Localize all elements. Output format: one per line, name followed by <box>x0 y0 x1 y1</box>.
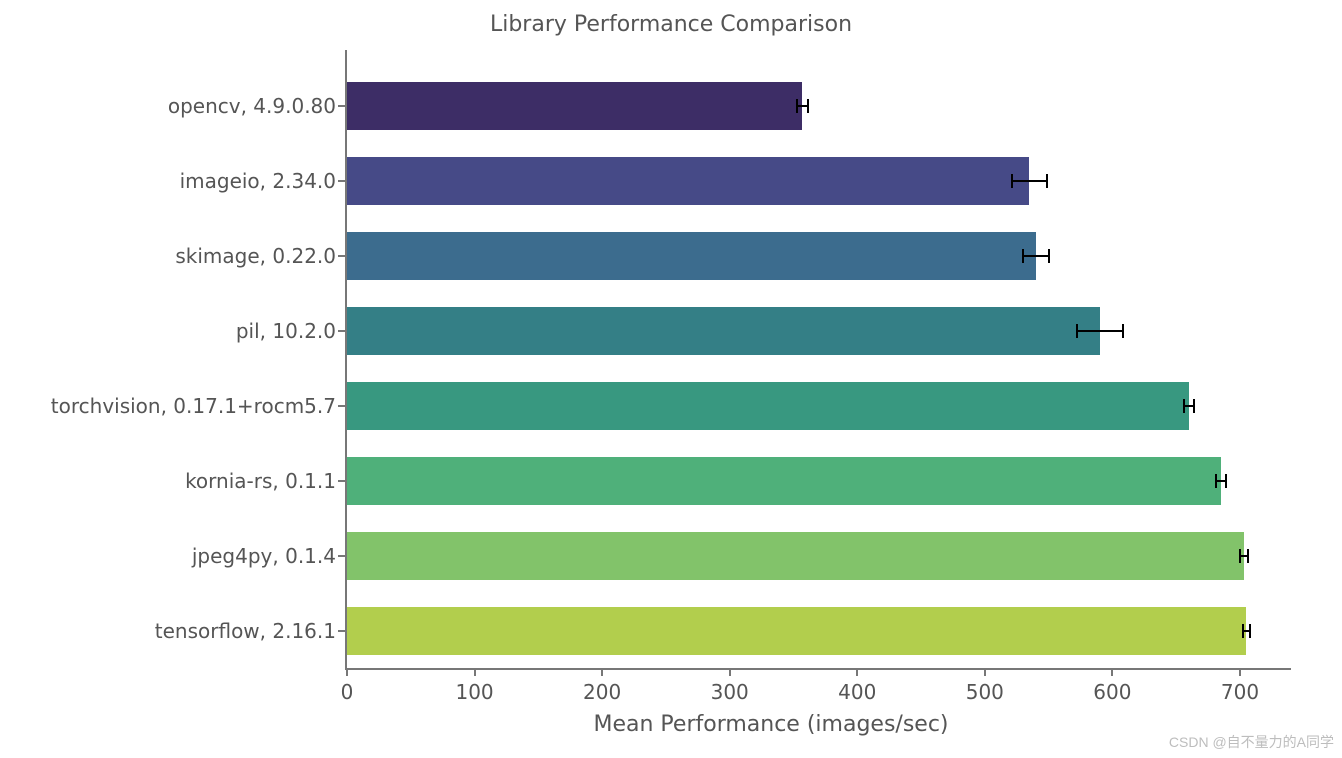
y-tick <box>338 405 346 407</box>
error-cap <box>1076 324 1078 338</box>
error-cap <box>796 99 798 113</box>
error-bar <box>1012 180 1048 182</box>
x-tick <box>984 668 986 676</box>
x-tick-label: 500 <box>966 680 1004 704</box>
error-cap <box>1249 624 1251 638</box>
performance-chart: Library Performance Comparison 0 100 200 30… <box>0 0 1342 758</box>
error-cap <box>1022 249 1024 263</box>
error-cap <box>1215 474 1217 488</box>
y-tick-label: opencv, 4.9.0.80 <box>168 94 336 118</box>
y-tick <box>338 330 346 332</box>
x-tick <box>856 668 858 676</box>
y-tick <box>338 480 346 482</box>
y-tick-label: torchvision, 0.17.1+rocm5.7 <box>51 394 336 418</box>
bar <box>347 157 1029 205</box>
x-tick <box>474 668 476 676</box>
y-tick-label: imageio, 2.34.0 <box>180 169 336 193</box>
chart-title: Library Performance Comparison <box>0 12 1342 37</box>
plot-area <box>347 50 1291 668</box>
error-cap <box>1242 624 1244 638</box>
x-axis-line <box>347 668 1291 670</box>
x-tick-label: 600 <box>1093 680 1131 704</box>
bar <box>347 382 1189 430</box>
error-bar <box>1023 255 1049 257</box>
bar <box>347 307 1100 355</box>
y-tick-label: jpeg4py, 0.1.4 <box>192 544 336 568</box>
y-tick <box>338 105 346 107</box>
error-cap <box>1183 399 1185 413</box>
bar <box>347 82 802 130</box>
error-cap <box>1225 474 1227 488</box>
error-cap <box>1046 174 1048 188</box>
error-cap <box>1122 324 1124 338</box>
y-tick-label: skimage, 0.22.0 <box>175 244 336 268</box>
error-cap <box>1239 549 1241 563</box>
y-tick <box>338 630 346 632</box>
x-tick <box>346 668 348 676</box>
y-tick-label: pil, 10.2.0 <box>236 319 336 343</box>
bar <box>347 532 1244 580</box>
error-cap <box>1011 174 1013 188</box>
x-tick-label: 0 <box>341 680 354 704</box>
bar <box>347 457 1221 505</box>
error-cap <box>1193 399 1195 413</box>
bar <box>347 607 1246 655</box>
error-cap <box>1048 249 1050 263</box>
y-tick <box>338 255 346 257</box>
x-tick <box>1239 668 1241 676</box>
x-tick-label: 200 <box>583 680 621 704</box>
x-tick-label: 400 <box>838 680 876 704</box>
y-tick-label: kornia-rs, 0.1.1 <box>185 469 336 493</box>
x-tick-label: 700 <box>1221 680 1259 704</box>
x-tick <box>1111 668 1113 676</box>
x-tick-label: 300 <box>711 680 749 704</box>
x-tick-label: 100 <box>455 680 493 704</box>
y-tick <box>338 555 346 557</box>
x-axis-label: Mean Performance (images/sec) <box>0 712 1342 737</box>
x-tick <box>601 668 603 676</box>
bar <box>347 232 1036 280</box>
y-tick <box>338 180 346 182</box>
error-cap <box>1247 549 1249 563</box>
error-cap <box>807 99 809 113</box>
x-tick <box>729 668 731 676</box>
watermark-text: CSDN @自不量力的A同学 <box>1169 732 1334 752</box>
error-bar <box>1077 330 1123 332</box>
y-tick-label: tensorflow, 2.16.1 <box>155 619 336 643</box>
